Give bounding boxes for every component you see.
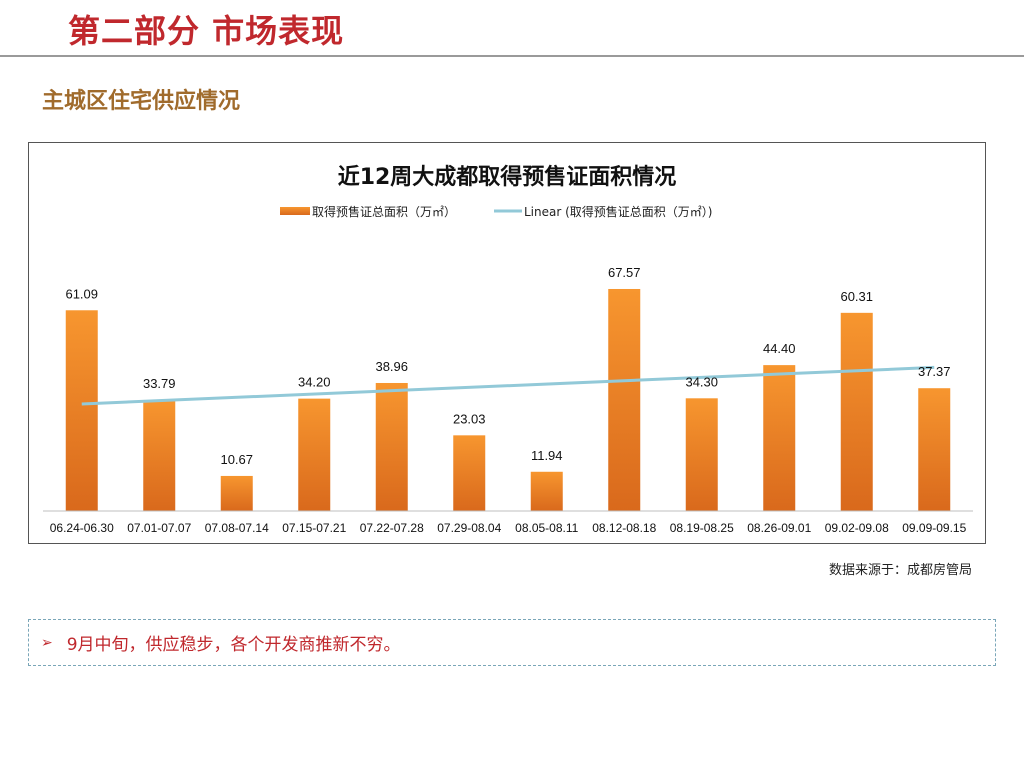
bar-06.24-06.30 [65, 310, 98, 511]
tick-label-07.29-08.04: 07.29-08.04 [437, 521, 501, 535]
section-title: 主城区住宅供应情况 [42, 89, 241, 114]
bar-07.08-07.14 [220, 475, 253, 511]
trendline [81, 365, 935, 406]
data-label-08.05-08.11: 11.94 [531, 448, 563, 463]
tick-label-08.12-08.18: 08.12-08.18 [592, 521, 656, 535]
legend-trend-label: Linear (取得预售证总面积（万㎡）) [524, 204, 712, 219]
slide-title: 第二部分 市场表现 [68, 12, 345, 50]
data-label-07.22-07.28: 38.96 [375, 359, 408, 374]
data-label-08.26-09.01: 44.40 [763, 341, 796, 356]
bar-09.09-09.15 [918, 388, 951, 511]
arrow-bullet-icon: ➢ [41, 634, 53, 650]
bar-08.19-08.25 [685, 398, 718, 511]
data-label-09.09-09.15: 37.37 [918, 364, 951, 379]
data-label-07.08-07.14: 10.67 [220, 452, 253, 467]
tick-label-07.15-07.21: 07.15-07.21 [282, 521, 346, 535]
data-label-09.02-09.08: 60.31 [840, 289, 873, 304]
tick-label-09.09-09.15: 09.09-09.15 [902, 521, 966, 535]
data-label-06.24-06.30: 61.09 [65, 286, 98, 301]
tick-label-07.01-07.07: 07.01-07.07 [127, 521, 191, 535]
bar-07.29-08.04 [453, 435, 486, 511]
tick-label-07.08-07.14: 07.08-07.14 [205, 521, 269, 535]
labels-layer: 61.09 33.79 10.67 34.20 38.96 23.03 11.94 67.57… [65, 265, 950, 467]
bar-07.22-07.28 [375, 382, 408, 511]
tick-label-07.22-07.28: 07.22-07.28 [360, 521, 424, 535]
bars-layer [65, 288, 951, 511]
title-divider [0, 55, 1024, 57]
tick-label-08.05-08.11: 08.05-08.11 [515, 521, 578, 535]
data-label-07.29-08.04: 23.03 [453, 411, 486, 426]
data-label-07.15-07.21: 34.20 [298, 375, 331, 390]
legend-bar-swatch [280, 207, 310, 215]
bar-07.15-07.21 [298, 398, 331, 511]
data-label-08.12-08.18: 67.57 [608, 265, 641, 280]
bar-07.01-07.07 [143, 399, 176, 511]
note-text: 9月中旬，供应稳步，各个开发商推新不穷。 [66, 635, 401, 655]
tick-label-08.19-08.25: 08.19-08.25 [670, 521, 734, 535]
source-note: 数据来源于：成都房管局 [828, 563, 972, 578]
data-label-07.01-07.07: 33.79 [143, 376, 176, 391]
bar-08.12-08.18 [608, 288, 641, 511]
bar-08.05-08.11 [530, 471, 563, 511]
chart-title: 近12周大成都取得预售证面积情况 [338, 164, 677, 190]
bar-08.26-09.01 [763, 365, 796, 511]
bar-09.02-09.08 [840, 312, 873, 511]
chart-frame: 近12周大成都取得预售证面积情况 取得预售证总面积（万㎡） Linear (取得… [28, 142, 986, 544]
chart-legend: 取得预售证总面积（万㎡） Linear (取得预售证总面积（万㎡）) [280, 204, 712, 219]
tick-label-08.26-09.01: 08.26-09.01 [747, 521, 811, 535]
data-label-08.19-08.25: 34.30 [685, 374, 718, 389]
bar-chart: 近12周大成都取得预售证面积情况 取得预售证总面积（万㎡） Linear (取得… [43, 164, 973, 535]
ticks-layer: 06.24-06.30 07.01-07.07 07.08-07.14 07.15-0… [50, 521, 967, 535]
trend-layer [81, 365, 935, 406]
tick-label-09.02-09.08: 09.02-09.08 [825, 521, 889, 535]
legend-bar-label: 取得预售证总面积（万㎡） [312, 204, 456, 219]
tick-label-06.24-06.30: 06.24-06.30 [50, 521, 114, 535]
note-box: ➢ 9月中旬，供应稳步，各个开发商推新不穷。 [28, 619, 996, 666]
